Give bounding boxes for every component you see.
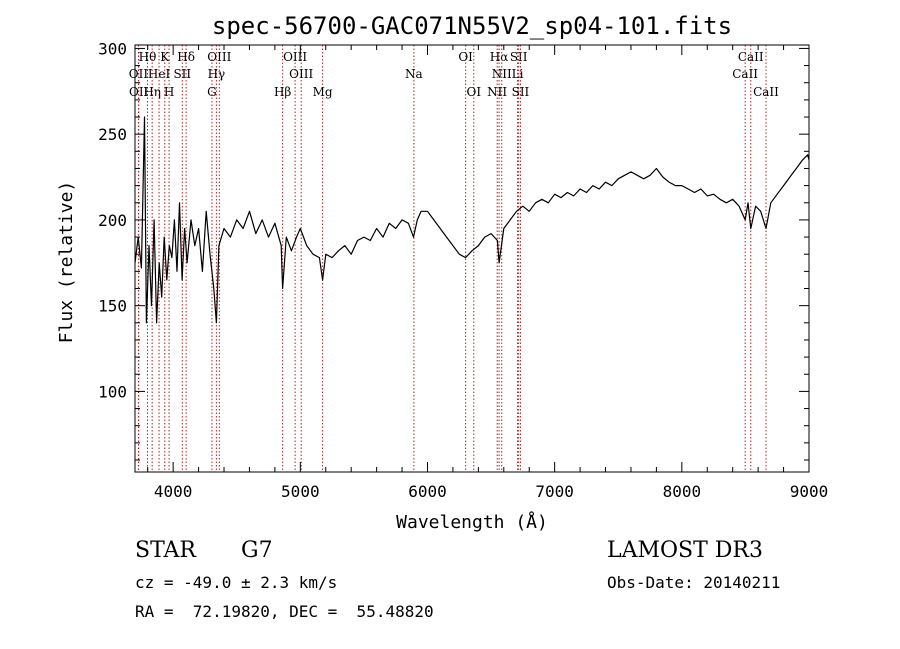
spectral-line-label: Li (512, 67, 524, 81)
spectral-line-label: Hα (490, 50, 509, 64)
coordinates: RA = 72.19820, DEC = 55.48820 (135, 602, 434, 621)
spectral-line-label: CaII (753, 85, 779, 99)
observation-date: Obs-Date: 20140211 (607, 573, 781, 592)
spectrum-line (134, 116, 810, 324)
x-tick-label: 9000 (790, 482, 829, 501)
x-tick-label: 6000 (408, 482, 447, 501)
spectral-line-label: NII (487, 85, 507, 99)
x-tick-label: 8000 (663, 482, 702, 501)
chart-title: spec-56700-GAC071N55V2_sp04-101.fits (212, 12, 732, 40)
spectrum-series (134, 116, 810, 324)
spectral-line-label: CaII (738, 50, 764, 64)
spectral-line-label: K (160, 50, 170, 64)
x-tick-label: 5000 (281, 482, 320, 501)
spectral-line-label: Hβ (274, 85, 291, 99)
spectral-line-label: Na (405, 67, 423, 81)
spectral-line-label: SII (510, 50, 528, 64)
spectral-line-label: H (164, 85, 174, 99)
spectral-line-label: Mg (313, 85, 333, 99)
survey-name: LAMOST DR3 (607, 538, 763, 563)
spectral-line-label: CaII (732, 67, 758, 81)
spectral-line-label: Hγ (208, 67, 226, 81)
x-tick-label: 4000 (154, 482, 193, 501)
y-tick-label: 250 (98, 125, 127, 144)
spectral-line-label: OI (466, 85, 481, 99)
y-axis: 100 150 200 250 300 (98, 39, 809, 461)
redshift-value: cz = -49.0 ± 2.3 km/s (135, 573, 338, 592)
spectral-line-label: SII (512, 85, 530, 99)
spectral-line-label: G (207, 85, 217, 99)
y-tick-label: 150 (98, 297, 127, 316)
y-tick-label: 100 (98, 382, 127, 401)
object-class: STAR (135, 538, 196, 563)
object-subclass: G7 (241, 538, 273, 563)
x-axis-label: Wavelength (Å) (396, 511, 548, 533)
y-tick-label: 300 (98, 39, 127, 58)
x-axis: 4000 5000 6000 7000 8000 9000 (147, 45, 829, 501)
spectral-line-label: Hδ (177, 50, 195, 64)
spectral-line-label: NII (492, 67, 512, 81)
spectral-line-label: OIII (283, 50, 307, 64)
spectral-line-label: HeI (148, 67, 171, 81)
y-axis-label: Flux (relative) (56, 181, 77, 344)
plot-frame (134, 44, 810, 473)
spectral-line-label: OII (129, 85, 149, 99)
spectral-line-label: OI (458, 50, 473, 64)
spectral-line-label: OIII (207, 50, 231, 64)
x-tick-label: 7000 (535, 482, 574, 501)
spectral-line-label: SII (173, 67, 191, 81)
spectral-line-label: Hθ (139, 50, 157, 64)
spectral-line-label: Hη (143, 85, 161, 99)
spectral-line-label: OIII (289, 67, 313, 81)
y-tick-label: 200 (98, 211, 127, 230)
